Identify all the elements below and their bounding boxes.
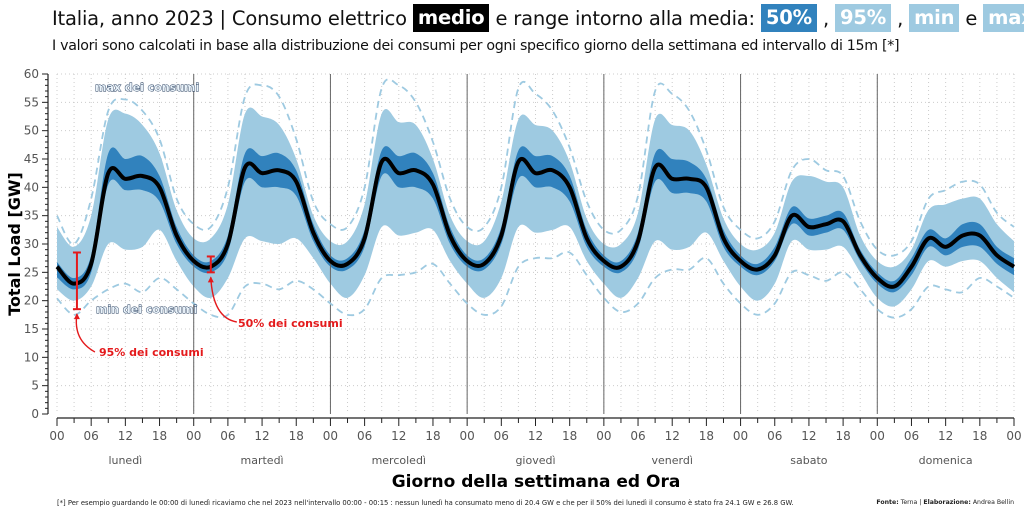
x-tick-label: 00 <box>460 429 475 443</box>
x-tick-label: 06 <box>904 429 919 443</box>
arrow-50-head <box>207 276 214 283</box>
source-value: Terna <box>900 499 918 506</box>
y-tick-label: 5 <box>31 379 39 393</box>
lines <box>55 78 1016 319</box>
x-tick-label: 12 <box>391 429 406 443</box>
badge-min: min <box>909 4 960 32</box>
x-tick-label: 12 <box>528 429 543 443</box>
x-tick-label: 12 <box>665 429 680 443</box>
y-tick-label: 55 <box>24 95 39 109</box>
min-annotation: min dei consumi <box>96 303 197 316</box>
credit: Fonte: Terna | Elaborazione: Andrea Bell… <box>876 499 1014 506</box>
x-tick-label: 18 <box>425 429 440 443</box>
x-tick-label: 18 <box>972 429 987 443</box>
x-tick-label: 06 <box>357 429 372 443</box>
band-95 <box>57 107 1014 307</box>
x-tick-label: 06 <box>84 429 99 443</box>
footnote: [*] Per esempio guardando le 00:00 di lu… <box>57 499 794 507</box>
x-tick-label: 00 <box>870 429 885 443</box>
title-conj: e <box>965 6 978 30</box>
day-label: sabato <box>790 454 828 467</box>
chart-title: Italia, anno 2023 | Consumo elettrico me… <box>52 4 1024 32</box>
x-tick-label: 06 <box>494 429 509 443</box>
day-label: lunedì <box>108 454 142 467</box>
x-axis-label: Giorno della settimana ed Ora <box>392 472 681 492</box>
median-line <box>55 156 1016 289</box>
badge-50: 50% <box>760 4 817 32</box>
bands <box>57 107 1014 307</box>
title-comma-1: , <box>822 6 829 30</box>
y-tick-label: 30 <box>24 237 39 251</box>
y-axis-label: Total Load [GW] <box>5 172 24 316</box>
x-tick-label: 18 <box>699 429 714 443</box>
day-label: giovedì <box>515 454 555 467</box>
max-line <box>56 78 1015 257</box>
label-50: 50% dei consumi <box>238 317 343 330</box>
y-tick-label: 40 <box>24 180 39 194</box>
x-tick-label: 12 <box>254 429 269 443</box>
day-label: martedì <box>241 454 284 467</box>
arrow-95-head <box>73 313 80 320</box>
annotations: max dei consumi min dei consumi 95% dei co… <box>72 81 343 359</box>
axes: 0 5 10 15 20 25 30 35 40 45 50 55 60 00 06 12 18 lunedì 00… <box>24 67 1022 467</box>
elab-value: Andrea Bellin <box>972 499 1014 506</box>
y-tick-label: 10 <box>24 350 39 364</box>
y-tick-label: 60 <box>24 67 39 81</box>
x-tick-label: 18 <box>289 429 304 443</box>
x-tick-label: 06 <box>767 429 782 443</box>
label-95: 95% dei consumi <box>99 346 204 359</box>
badge-95: 95% <box>834 4 892 32</box>
x-tick-label: 18 <box>835 429 850 443</box>
min-line <box>56 250 1015 319</box>
chart-subtitle: I valori sono calcolati in base alla dis… <box>52 38 900 54</box>
day-label: mercoledì <box>372 454 426 467</box>
y-tick-label: 50 <box>24 124 39 138</box>
y-tick-label: 15 <box>24 322 39 336</box>
y-tick-label: 25 <box>24 265 39 279</box>
source-label: Fonte: <box>876 499 899 506</box>
y-tick-label: 20 <box>24 294 39 308</box>
x-tick-label: 18 <box>152 429 167 443</box>
title-prefix: Italia, anno 2023 | Consumo elettrico <box>52 6 407 30</box>
elab-label: Elaborazione: <box>923 499 971 506</box>
x-tick-label: 00 <box>49 429 64 443</box>
day-label: domenica <box>919 454 973 467</box>
badge-max: max <box>983 4 1024 32</box>
x-tick-label: 00 <box>323 429 338 443</box>
max-annotation: max dei consumi <box>95 81 199 94</box>
y-tick-label: 45 <box>24 152 39 166</box>
x-tick-label: 00 <box>1006 429 1021 443</box>
day-label: venerdì <box>652 454 693 467</box>
y-tick-label: 0 <box>31 407 39 421</box>
title-comma-2: , <box>897 6 904 30</box>
x-tick-label: 18 <box>562 429 577 443</box>
y-tick-label: 35 <box>24 209 39 223</box>
x-tick-label: 12 <box>938 429 953 443</box>
badge-medio: medio <box>412 4 490 32</box>
x-tick-label: 06 <box>630 429 645 443</box>
x-tick-label: 00 <box>733 429 748 443</box>
day-separators <box>193 74 878 414</box>
title-middle: e range intorno alla media: <box>495 6 755 30</box>
x-tick-label: 00 <box>596 429 611 443</box>
x-tick-label: 12 <box>801 429 816 443</box>
x-tick-label: 12 <box>118 429 133 443</box>
credit-sep: | <box>919 499 922 506</box>
x-tick-label: 06 <box>220 429 235 443</box>
x-tick-label: 00 <box>186 429 201 443</box>
arrow-95 <box>75 314 96 353</box>
arrow-50 <box>210 277 237 323</box>
